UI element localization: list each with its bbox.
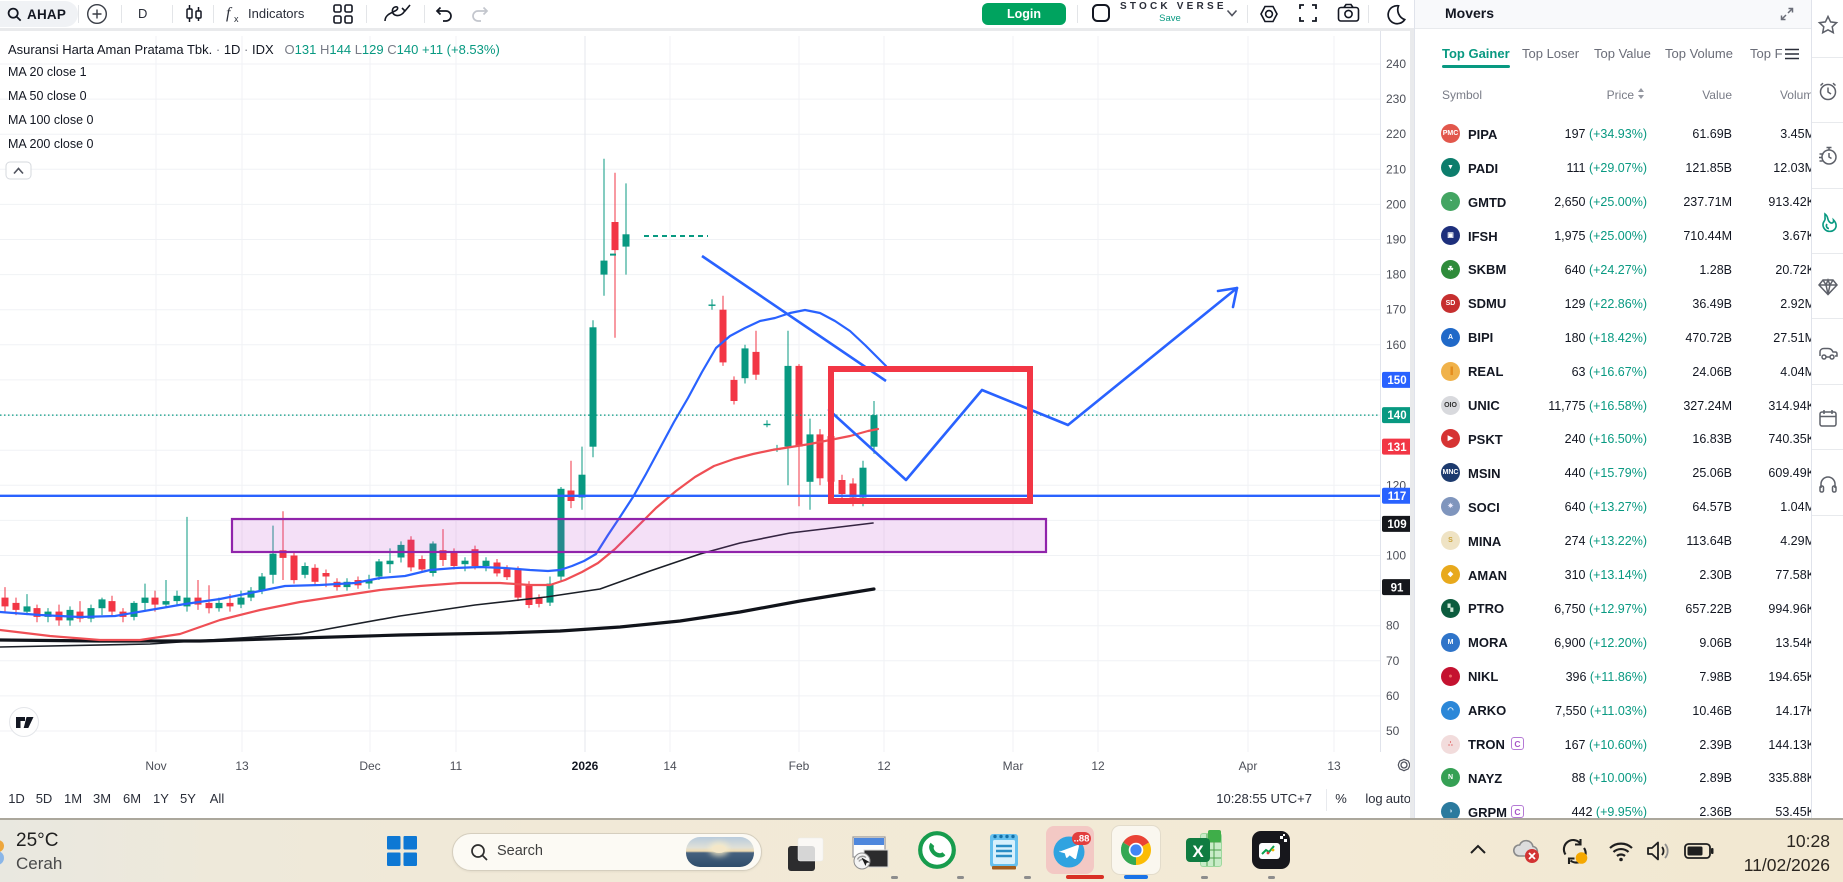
svg-text:Apr: Apr [1239, 759, 1258, 773]
svg-text:11: 11 [450, 759, 463, 773]
svg-text:13: 13 [1327, 759, 1341, 773]
svg-text:1M: 1M [64, 791, 82, 806]
svg-text:X: X [1192, 842, 1204, 861]
svg-text:..88: ..88 [1074, 834, 1090, 845]
svg-text:60: 60 [1386, 689, 1400, 703]
svg-text:91: 91 [1391, 582, 1404, 594]
svg-text:131: 131 [1387, 442, 1407, 454]
svg-text:1Y: 1Y [153, 791, 169, 806]
svg-text:auto: auto [1386, 791, 1411, 806]
svg-text:160: 160 [1386, 338, 1406, 352]
svg-text:6M: 6M [123, 791, 141, 806]
svg-text:100: 100 [1386, 549, 1406, 563]
svg-text:Mar: Mar [1003, 759, 1024, 773]
svg-text:140: 140 [1387, 410, 1406, 422]
svg-text:240: 240 [1386, 57, 1406, 71]
svg-text:10:28:55 UTC+7: 10:28:55 UTC+7 [1216, 791, 1312, 806]
svg-text:12: 12 [877, 759, 891, 773]
svg-text:150: 150 [1387, 375, 1406, 387]
svg-text:50: 50 [1386, 724, 1400, 738]
svg-text:1D: 1D [8, 791, 25, 806]
svg-text:5Y: 5Y [180, 791, 196, 806]
svg-text:80: 80 [1386, 619, 1400, 633]
svg-text:%: % [1335, 791, 1347, 806]
svg-text:12: 12 [1091, 759, 1105, 773]
svg-text:Feb: Feb [789, 759, 810, 773]
svg-text:13: 13 [235, 759, 249, 773]
svg-text:200: 200 [1386, 197, 1406, 211]
svg-text:2026: 2026 [572, 759, 599, 773]
svg-text:3M: 3M [93, 791, 111, 806]
svg-text:70: 70 [1386, 654, 1400, 668]
svg-text:220: 220 [1386, 127, 1406, 141]
svg-text:5D: 5D [36, 791, 53, 806]
svg-text:230: 230 [1386, 92, 1406, 106]
svg-text:117: 117 [1388, 491, 1407, 503]
svg-text:109: 109 [1387, 519, 1406, 531]
svg-text:170: 170 [1386, 303, 1406, 317]
svg-text:log: log [1365, 791, 1382, 806]
svg-text:14: 14 [663, 759, 677, 773]
svg-text:180: 180 [1386, 268, 1406, 282]
svg-text:210: 210 [1386, 162, 1406, 176]
svg-text:190: 190 [1386, 233, 1406, 247]
svg-text:Nov: Nov [145, 759, 166, 773]
svg-text:All: All [210, 791, 225, 806]
svg-text:Dec: Dec [359, 759, 380, 773]
